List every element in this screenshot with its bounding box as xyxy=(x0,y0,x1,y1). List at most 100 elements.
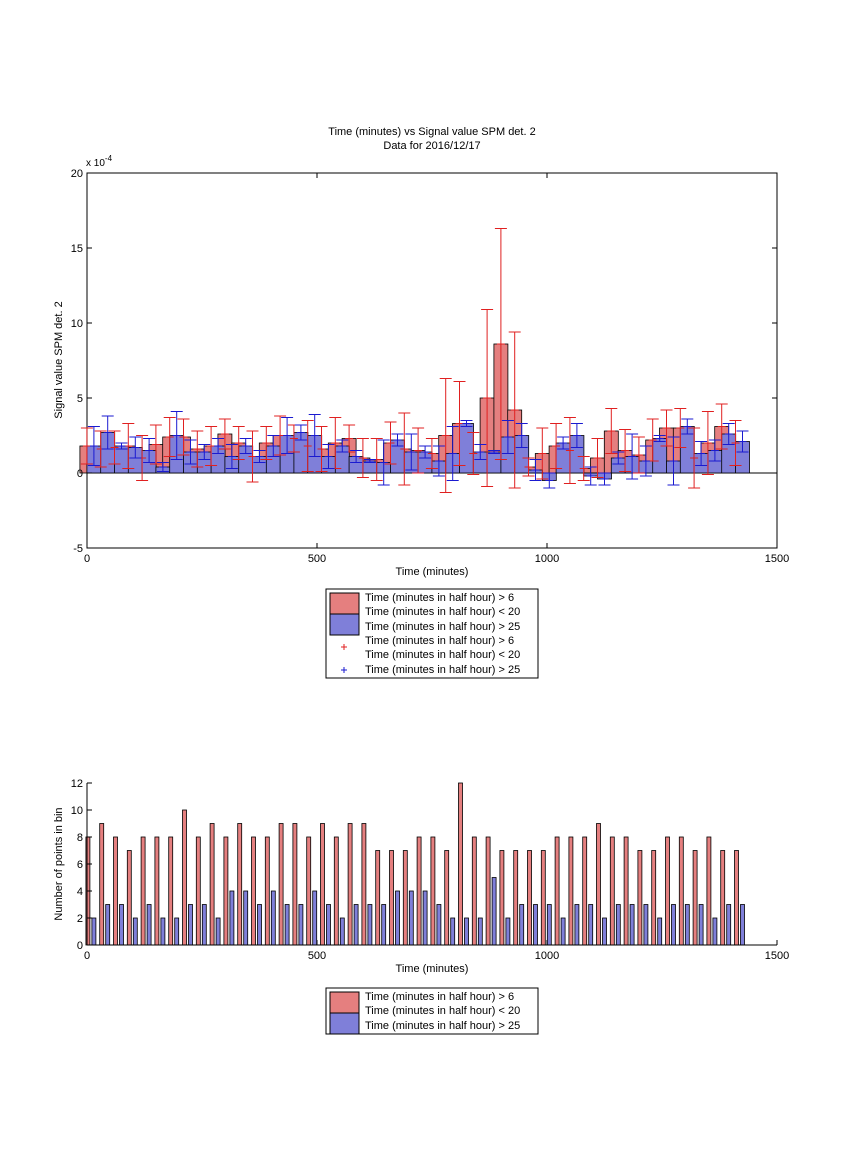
chart1-errorbar-s1-5 xyxy=(156,462,169,472)
legend1-entry-1: Time (minutes in half hour) > 6 xyxy=(365,592,514,604)
chart1-errorbar-s0-26 xyxy=(439,378,452,493)
chart1-errorbar-s0-13 xyxy=(260,426,273,460)
chart1-bars xyxy=(79,343,750,481)
chart1-errorbar-s0-29 xyxy=(481,309,494,487)
chart2-bar-s0-7 xyxy=(182,809,187,946)
chart2-bar-s1-30 xyxy=(505,917,511,946)
chart2-bar-s0-8 xyxy=(195,836,201,946)
chart1-errorbar-s0-30 xyxy=(494,228,507,460)
legend1-entry-5: Time (minutes in half hour) < 20 xyxy=(365,649,520,661)
chart1-errorbar-s1-8 xyxy=(198,444,211,460)
chart2-bar-s1-47 xyxy=(740,904,745,946)
chart1-bar-s1-29 xyxy=(486,451,502,474)
chart1-subtitle: Data for 2016/12/17 xyxy=(383,140,480,152)
chart1-errorbar-s0-45 xyxy=(701,411,714,475)
chart1-errorbar-s1-6 xyxy=(170,411,183,460)
chart1-errorbar-s0-31 xyxy=(508,331,521,489)
chart1-errorbar-s1-18 xyxy=(336,439,349,453)
chart2-bar-s1-4 xyxy=(146,904,152,946)
chart2-bar-s1-6 xyxy=(174,917,180,946)
chart1-errorbar-s0-39 xyxy=(619,429,632,472)
chart2-bar-s1-18 xyxy=(339,917,345,946)
chart2-bar-s0-23 xyxy=(402,850,408,946)
count-chart: 0 500 1000 1500 0 2 4 6 8 10 12 Time (minutes) Num… xyxy=(53,778,789,1035)
chart1-xtick-label-500: 500 xyxy=(308,553,326,565)
chart1-errorbar-s1-22 xyxy=(391,433,404,447)
chart1-ytick-label-20: 20 xyxy=(71,168,83,180)
chart1-errorbar-s1-0 xyxy=(87,426,100,466)
chart2-bar-s1-32 xyxy=(533,904,538,946)
chart2-bar-s0-29 xyxy=(485,836,491,946)
chart1-errorbar-s1-25 xyxy=(432,445,445,477)
chart2-bar-s1-13 xyxy=(270,890,276,946)
chart2-ytick-label-2: 2 xyxy=(77,913,83,925)
chart1-legend: Time (minutes in half hour) > 6 Time (mi… xyxy=(325,588,539,679)
chart1-errorbar-s1-40 xyxy=(639,445,652,477)
chart1-errorbar-s1-9 xyxy=(212,438,225,454)
chart2-bar-s0-46 xyxy=(720,850,726,946)
chart2-xtick-label-1000: 1000 xyxy=(535,950,559,962)
chart1-errorbar-s1-26 xyxy=(446,426,459,481)
chart2-bar-s0-44 xyxy=(692,850,698,946)
chart2-ylabel: Number of points in bin xyxy=(53,807,65,920)
chart1-errorbar-s0-11 xyxy=(232,426,245,460)
chart2-bar-s0-33 xyxy=(540,850,546,946)
chart2-bar-s0-13 xyxy=(264,836,270,946)
chart2-bar-s1-1 xyxy=(105,904,111,946)
chart2-bar-s0-34 xyxy=(554,836,560,946)
chart1-errorbar-s1-39 xyxy=(626,433,639,480)
chart1-errorbar-s1-44 xyxy=(695,441,708,466)
chart2-bar-s1-43 xyxy=(684,904,690,946)
chart2-bar-s1-46 xyxy=(726,904,732,946)
chart2-ytick-label-0: 0 xyxy=(77,940,83,952)
chart2-bar-s1-3 xyxy=(132,917,138,946)
chart2-bar-s1-29 xyxy=(491,877,497,946)
chart1-errorbar-s0-38 xyxy=(605,408,618,454)
legend1-entry-4: Time (minutes in half hour) > 6 xyxy=(365,635,514,647)
chart1-errorbar-s1-41 xyxy=(653,435,666,442)
chart1-legend-box xyxy=(325,588,539,679)
chart1-errorbar-s0-0 xyxy=(80,427,93,465)
chart2-bar-s1-8 xyxy=(201,904,207,946)
chart1-errorbar-s1-35 xyxy=(570,423,583,448)
chart1-errorbar-s1-36 xyxy=(584,466,597,486)
chart1-errorbar-s1-15 xyxy=(294,424,307,441)
chart2-bar-s0-16 xyxy=(306,836,312,946)
chart1-errorbar-s1-7 xyxy=(184,439,197,465)
chart1-y-exponent: x 10-4 xyxy=(86,154,113,169)
chart1-xlabel: Time (minutes) xyxy=(396,566,469,578)
chart1-errorbar-s1-31 xyxy=(515,423,528,448)
chart1-errorbar-s0-17 xyxy=(315,426,328,472)
chart2-ytick-label-6: 6 xyxy=(77,859,83,871)
chart1-errorbar-s0-37 xyxy=(591,438,604,478)
chart1-errorbar-s0-7 xyxy=(177,418,190,456)
chart1-errorbar-s1-29 xyxy=(488,450,501,454)
chart2-bar-s1-7 xyxy=(188,904,193,946)
chart2-bar-s1-39 xyxy=(629,904,635,946)
chart1-y-exponent-power: -4 xyxy=(105,154,113,163)
chart2-bar-s1-2 xyxy=(119,904,124,946)
chart2-bar-s1-22 xyxy=(395,890,400,946)
chart1-errorbar-s1-11 xyxy=(239,438,252,454)
chart1-errorbar-s0-43 xyxy=(674,408,687,448)
chart1-ylabel: Signal value SPM det. 2 xyxy=(53,301,65,418)
chart1-errorbar-s0-33 xyxy=(536,427,549,480)
chart2-bar-s0-20 xyxy=(361,823,367,946)
chart2-bar-s1-37 xyxy=(602,917,607,946)
chart2-xlabel: Time (minutes) xyxy=(396,963,469,975)
chart2-bar-s0-11 xyxy=(237,823,243,946)
chart1-errorbar-s0-10 xyxy=(218,418,231,450)
chart2-bar-s1-36 xyxy=(588,904,594,946)
chart2-bar-s1-11 xyxy=(243,890,249,946)
chart2-bar-s0-30 xyxy=(499,850,505,946)
chart1-errorbar-s0-42 xyxy=(660,409,673,447)
chart2-bar-s1-40 xyxy=(643,904,649,946)
chart1-y-exponent-base: x 10 xyxy=(86,158,105,169)
chart2-bar-s1-21 xyxy=(381,904,387,946)
chart1-errorbar-s0-8 xyxy=(191,430,204,468)
chart2-bar-s0-31 xyxy=(513,850,519,946)
chart1-errorbar-s0-32 xyxy=(522,457,535,477)
chart1-errorbar-s0-23 xyxy=(398,412,411,486)
